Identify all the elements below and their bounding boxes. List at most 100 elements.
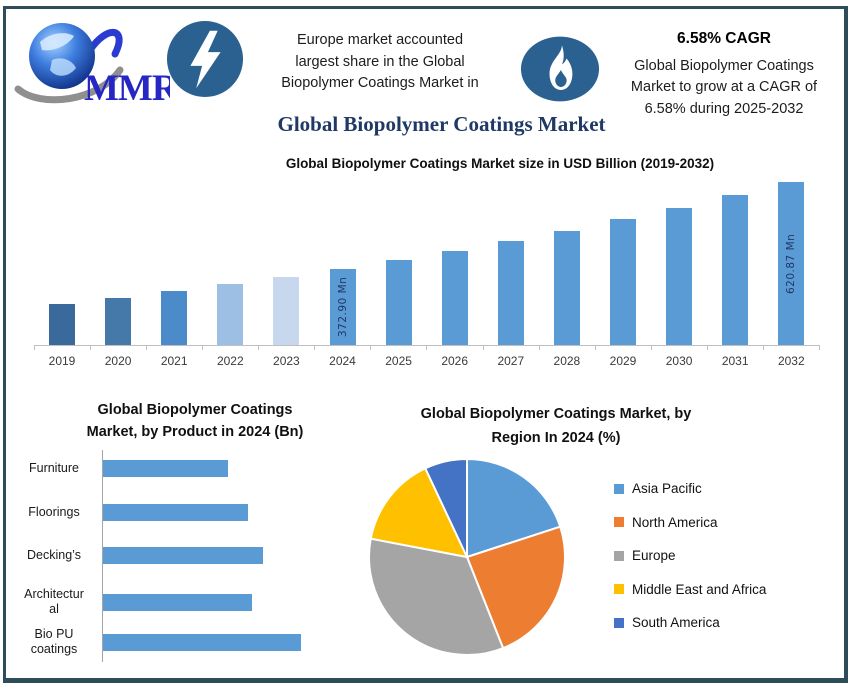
pie-slice-middle-east-and-africa bbox=[369, 466, 469, 559]
cagr-line: Global Biopolymer Coatings bbox=[634, 57, 814, 74]
legend-swatch-europe bbox=[614, 550, 624, 561]
bar-2019 bbox=[49, 304, 75, 345]
legend-swatch-north-america bbox=[614, 517, 624, 527]
legend-swatch-asia-pacific bbox=[614, 483, 624, 494]
region-pie-title-line: Global Biopolymer Coatings Market, by bbox=[420, 406, 692, 422]
x-tick-label-2028: 2028 bbox=[553, 354, 581, 368]
legend-item-south-america: South America bbox=[614, 613, 766, 632]
bar-2028 bbox=[553, 231, 580, 345]
x-axis-tick bbox=[258, 346, 259, 350]
x-tick-label-2029: 2029 bbox=[609, 354, 637, 368]
bar-2026 bbox=[441, 251, 468, 345]
legend-item-europe: Europe bbox=[614, 546, 766, 565]
x-axis-tick bbox=[90, 346, 91, 350]
x-axis-tick bbox=[483, 346, 484, 350]
flame-icon bbox=[520, 36, 600, 102]
pie-slice-europe bbox=[368, 537, 505, 656]
europe-highlight-text: Europe market accounted largest share in… bbox=[252, 30, 508, 95]
market-size-chart-title: Global Biopolymer Coatings Market size i… bbox=[285, 156, 715, 171]
europe-highlight-line: largest share in the Global bbox=[295, 53, 465, 70]
europe-highlight-line: Europe market accounted bbox=[296, 32, 464, 48]
bar-2022 bbox=[217, 284, 244, 345]
bar-2024: 372.90 Mn bbox=[329, 269, 356, 345]
product-row-furniture: Furniture bbox=[8, 446, 368, 490]
product-label-architectural: Architectur al bbox=[24, 587, 84, 616]
product-label-furniture: Furniture bbox=[28, 460, 80, 475]
product-row-floorings: Floorings bbox=[8, 490, 368, 534]
region-pie-title: Global Biopolymer Coatings Market, by Re… bbox=[380, 402, 732, 450]
x-axis-tick bbox=[539, 346, 540, 350]
x-tick-label-2030: 2030 bbox=[665, 354, 693, 368]
legend-item-asia-pacific: Asia Pacific bbox=[614, 479, 766, 498]
x-tick-label-2022: 2022 bbox=[216, 354, 244, 368]
product-chart-title-line: Market, by Product in 2024 (Bn) bbox=[86, 424, 304, 440]
bar-2027 bbox=[497, 241, 524, 345]
cagr-highlight-text: 6.58% CAGR Global Biopolymer Coatings Ma… bbox=[606, 28, 842, 120]
legend-label-middle-east-and-africa: Middle East and Africa bbox=[632, 581, 767, 597]
x-tick-label-2027: 2027 bbox=[497, 354, 525, 368]
region-pie-title-line: Region In 2024 (%) bbox=[491, 430, 621, 446]
bar-2029 bbox=[610, 219, 636, 345]
pie-slice-asia-pacific bbox=[466, 457, 562, 559]
product-bar-furniture bbox=[103, 459, 228, 477]
legend-swatch-south-america bbox=[614, 617, 624, 628]
x-tick-label-2026: 2026 bbox=[441, 354, 469, 368]
x-axis-tick bbox=[34, 346, 35, 350]
product-bar-architectural bbox=[103, 593, 252, 611]
x-axis-line bbox=[34, 345, 820, 346]
lightning-badge bbox=[166, 20, 244, 98]
x-tick-label-2025: 2025 bbox=[385, 354, 412, 368]
cagr-line: 6.58% during 2025-2032 bbox=[644, 100, 804, 117]
bar-2020 bbox=[105, 298, 132, 345]
x-tick-label-2032: 2032 bbox=[777, 354, 805, 368]
x-axis-tick bbox=[819, 346, 820, 350]
legend-swatch-middle-east-and-africa bbox=[614, 584, 624, 594]
pie-slice-south-america bbox=[423, 457, 468, 558]
x-tick-label-2031: 2031 bbox=[721, 354, 749, 368]
product-bar-bio-pu-coatings bbox=[103, 633, 301, 651]
bar-2023 bbox=[273, 277, 300, 345]
x-axis-tick bbox=[651, 346, 652, 350]
x-tick-label-2024: 2024 bbox=[329, 354, 356, 368]
logo-swoosh-blue bbox=[86, 29, 123, 58]
bar-2032: 620.87 Mn bbox=[778, 182, 805, 345]
legend-label-asia-pacific: Asia Pacific bbox=[632, 481, 702, 496]
product-label-bio-pu-coatings: Bio PU coatings bbox=[30, 627, 78, 656]
x-axis-tick bbox=[426, 346, 427, 350]
legend-item-middle-east-and-africa: Middle East and Africa bbox=[614, 580, 766, 599]
product-row-architectural: Architectur al bbox=[8, 580, 368, 624]
x-tick-label-2019: 2019 bbox=[48, 354, 76, 368]
region-pie-legend: Asia Pacific North America Europe Middle Ea… bbox=[614, 479, 766, 647]
x-tick-label-2023: 2023 bbox=[273, 354, 300, 368]
bar-value-label-2024: 372.90 Mn bbox=[336, 276, 349, 338]
product-chart-title: Global Biopolymer Coatings Market, by Pr… bbox=[30, 399, 360, 443]
x-axis-tick bbox=[146, 346, 147, 350]
globe-landmass bbox=[50, 58, 76, 76]
product-row-decking-s: Decking’s bbox=[8, 533, 368, 577]
europe-highlight-line: Biopolymer Coatings Market in bbox=[281, 75, 479, 91]
x-axis-tick bbox=[370, 346, 371, 350]
x-tick-label-2020: 2020 bbox=[104, 354, 132, 368]
lightning-bolt-icon bbox=[166, 20, 244, 98]
legend-label-europe: Europe bbox=[632, 548, 676, 563]
product-chart-title-line: Global Biopolymer Coatings bbox=[97, 402, 293, 418]
bar-2025 bbox=[385, 260, 412, 345]
region-pie-svg bbox=[368, 457, 566, 656]
x-axis-tick bbox=[763, 346, 764, 350]
product-row-bio-pu-coatings: Bio PU coatings bbox=[8, 620, 368, 664]
mmr-logo-text: MMR bbox=[84, 68, 170, 108]
product-axis-line bbox=[102, 450, 103, 662]
page-title: Global Biopolymer Coatings Market bbox=[277, 112, 606, 136]
legend-label-south-america: South America bbox=[632, 615, 720, 630]
product-label-floorings: Floorings bbox=[28, 504, 80, 519]
globe-landmass bbox=[40, 33, 74, 51]
product-bar-decking-s bbox=[103, 546, 263, 564]
legend-label-north-america: North America bbox=[632, 514, 718, 530]
mmr-logo-graphic: MMR bbox=[14, 23, 181, 109]
cagr-heading: 6.58% CAGR bbox=[677, 30, 771, 47]
x-axis-tick bbox=[595, 346, 596, 350]
bar-2030 bbox=[666, 208, 693, 345]
mmr-logo: MMR bbox=[12, 12, 181, 109]
product-bar-floorings bbox=[103, 503, 248, 521]
market-size-plot: 372.90 Mn 620.87 Mn bbox=[0, 150, 851, 345]
